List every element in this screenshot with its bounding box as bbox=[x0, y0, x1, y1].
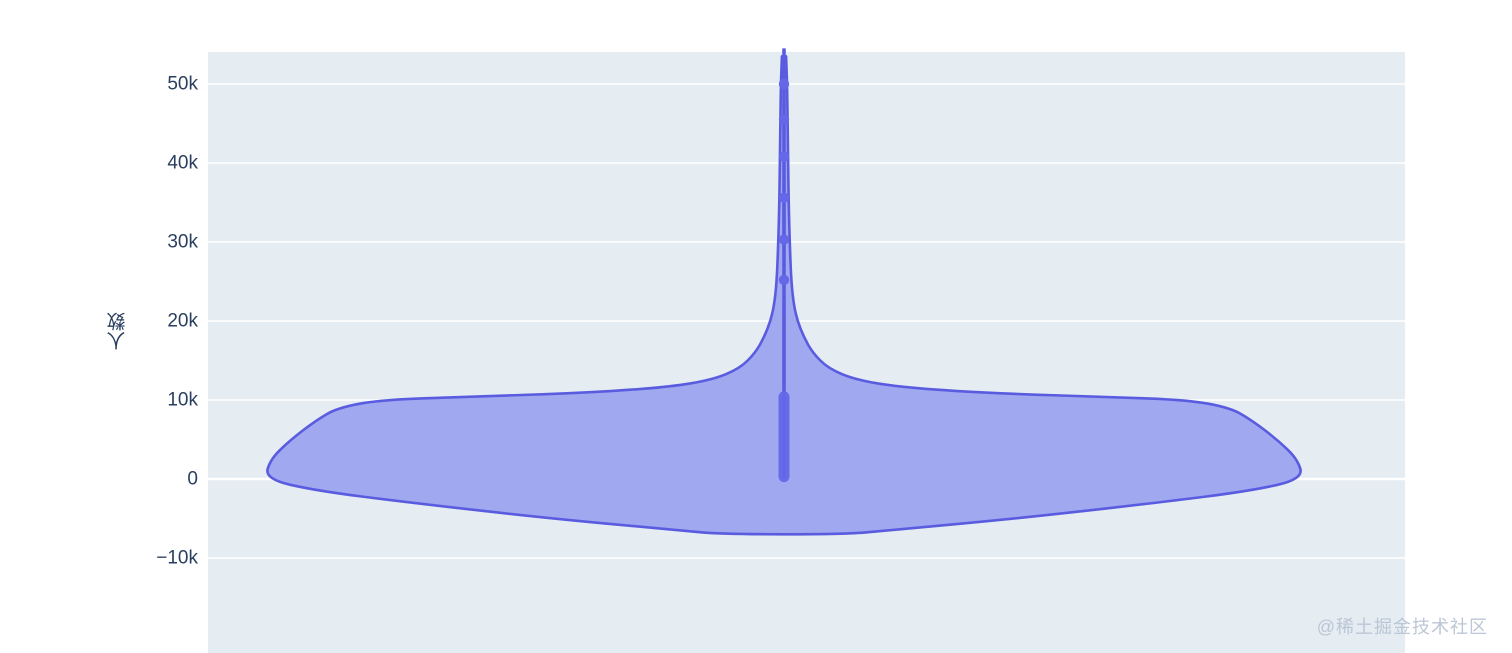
y-axis-tick-labels: 50k 40k 30k 20k 10k 0 −10k bbox=[98, 0, 208, 653]
data-point-marker[interactable] bbox=[778, 234, 790, 245]
y-axis-title: 人数 bbox=[107, 312, 129, 350]
y-axis-tick-label: 40k bbox=[167, 152, 198, 174]
y-axis-tick-label: 20k bbox=[167, 310, 198, 332]
data-point-markers[interactable] bbox=[778, 78, 790, 286]
y-axis-tick-label: 0 bbox=[187, 468, 198, 490]
data-point-marker[interactable] bbox=[778, 192, 790, 203]
y-axis-tick-label: 50k bbox=[167, 73, 198, 95]
y-axis-tick-label: 30k bbox=[167, 231, 198, 253]
data-point-marker[interactable] bbox=[778, 78, 790, 90]
y-axis-tick-label: −10k bbox=[156, 547, 198, 569]
data-point-marker[interactable] bbox=[778, 114, 790, 125]
data-point-marker[interactable] bbox=[778, 274, 790, 286]
watermark-text: @稀土掘金技术社区 bbox=[1316, 617, 1488, 637]
data-point-marker[interactable] bbox=[778, 151, 790, 162]
y-axis-tick-label: 10k bbox=[167, 389, 198, 411]
